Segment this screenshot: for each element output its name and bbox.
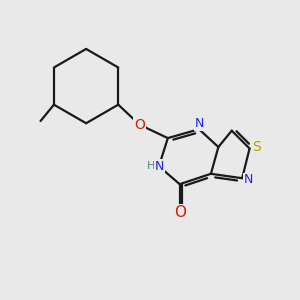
Text: H: H <box>146 161 155 171</box>
Text: N: N <box>155 160 164 173</box>
Text: O: O <box>174 205 186 220</box>
Text: N: N <box>244 173 254 186</box>
Text: N: N <box>194 117 204 130</box>
Text: S: S <box>252 140 260 154</box>
Text: O: O <box>134 118 145 132</box>
